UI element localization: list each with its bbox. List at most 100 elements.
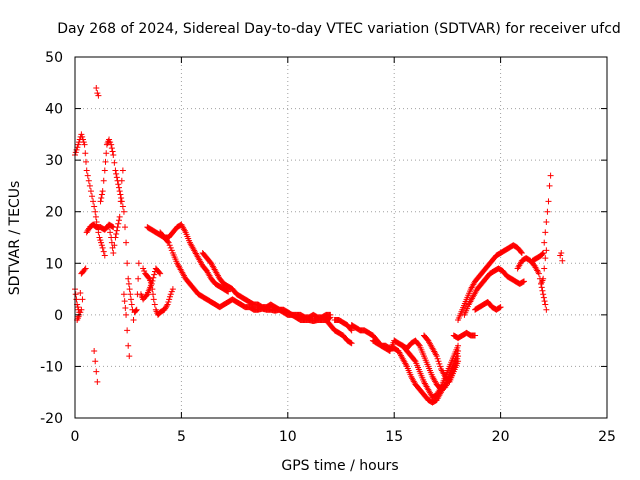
data-point <box>157 270 164 277</box>
axis-ticks <box>74 56 608 419</box>
data-point <box>85 177 92 184</box>
data-point <box>99 244 106 251</box>
data-point <box>82 158 89 165</box>
grid <box>75 57 607 418</box>
data-point <box>93 84 100 91</box>
data-point <box>130 317 137 324</box>
data-point <box>347 326 354 333</box>
data-point <box>118 177 125 184</box>
data-point <box>224 288 231 295</box>
y-tick-labels: -20 -10 0 10 20 30 40 50 <box>40 50 63 427</box>
data-point <box>165 298 172 305</box>
data-point <box>151 271 158 278</box>
data-point <box>79 133 86 140</box>
data-point <box>150 296 157 303</box>
data-point <box>167 291 174 298</box>
data-point <box>79 296 86 303</box>
data-point <box>113 174 120 181</box>
data-point <box>472 332 479 339</box>
data-point <box>454 350 461 357</box>
data-point <box>521 278 528 285</box>
chart-title: Day 268 of 2024, Sidereal Day-to-day VTE… <box>57 21 621 37</box>
data-point <box>128 301 135 308</box>
data-point <box>72 149 79 156</box>
data-point <box>169 286 176 293</box>
data-point <box>122 304 129 311</box>
data-point <box>411 357 418 364</box>
data-point <box>540 275 547 282</box>
data-point <box>348 340 355 347</box>
data-point <box>541 298 548 305</box>
data-point <box>97 237 104 244</box>
data-point <box>125 280 132 287</box>
data-point <box>125 342 132 349</box>
data-point <box>115 184 122 191</box>
data-point <box>126 286 133 293</box>
data-point <box>133 306 140 313</box>
data-point <box>497 304 504 311</box>
data-point <box>150 291 157 298</box>
x-tick-labels: 0 5 10 15 20 25 <box>71 429 616 445</box>
data-point <box>115 181 122 188</box>
data-point <box>543 306 550 313</box>
data-point <box>90 198 97 205</box>
data-point <box>496 304 503 311</box>
data-point <box>143 292 150 299</box>
data-point <box>120 208 127 215</box>
data-point <box>123 239 130 246</box>
y-tick-label: 40 <box>45 102 63 118</box>
data-point <box>98 242 105 249</box>
data-point <box>110 151 117 158</box>
data-point <box>455 347 462 354</box>
data-point <box>559 257 566 264</box>
data-point <box>148 280 155 287</box>
data-point <box>78 131 85 138</box>
data-point <box>115 217 122 224</box>
data-point <box>140 265 147 272</box>
data-point <box>79 136 86 143</box>
data-point <box>82 265 89 272</box>
data-point <box>433 353 440 360</box>
data-point <box>347 339 354 346</box>
data-point <box>114 224 121 231</box>
data-point <box>557 252 564 259</box>
data-point <box>89 193 96 200</box>
data-point <box>434 355 441 362</box>
data-point <box>141 268 148 275</box>
data-point <box>116 213 123 220</box>
data-point <box>113 231 120 238</box>
y-tick-label: 30 <box>45 153 63 169</box>
data-point <box>535 270 542 277</box>
data-point <box>542 255 549 262</box>
data-point <box>543 247 550 254</box>
data-point <box>435 358 442 365</box>
data-point <box>74 304 81 311</box>
y-tick-label: 0 <box>54 308 63 324</box>
data-point <box>83 167 90 174</box>
data-point <box>558 249 565 256</box>
data-point <box>167 244 174 251</box>
data-point <box>78 306 85 313</box>
data-point <box>547 172 554 179</box>
data-point <box>455 358 462 365</box>
data-point <box>149 277 156 284</box>
data-point <box>77 309 84 316</box>
data-point <box>542 229 549 236</box>
y-tick-label: -20 <box>40 411 63 427</box>
data-point <box>95 92 102 99</box>
data-point <box>133 307 140 314</box>
y-tick-label: 20 <box>45 205 63 221</box>
data-point <box>151 301 158 308</box>
data-point <box>98 194 105 201</box>
data-point <box>100 177 107 184</box>
data-point <box>327 311 334 318</box>
data-point <box>540 249 547 256</box>
data-point <box>128 296 135 303</box>
data-point <box>166 296 173 303</box>
data-point <box>91 203 98 210</box>
data-point <box>82 150 89 157</box>
data-point <box>455 342 462 349</box>
data-point <box>101 167 108 174</box>
data-point <box>109 148 116 155</box>
data-point <box>103 150 110 157</box>
